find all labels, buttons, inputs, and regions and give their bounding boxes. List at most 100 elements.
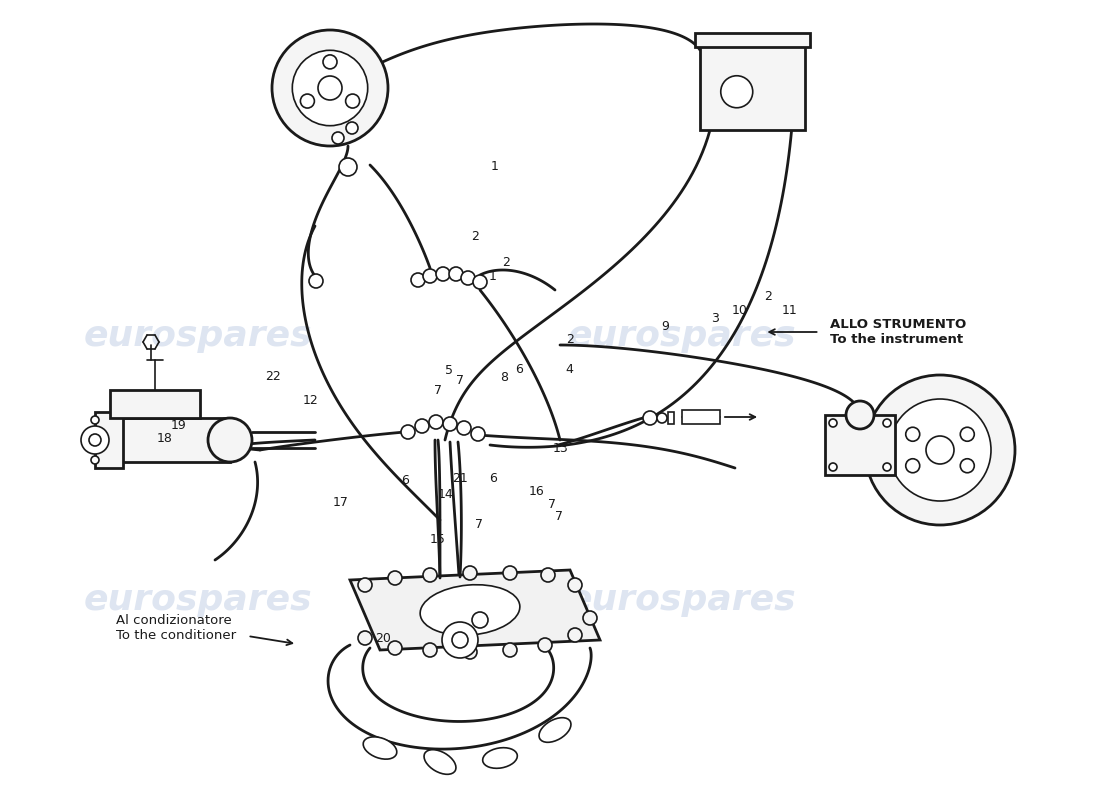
Text: 9: 9 <box>661 320 670 333</box>
Text: 17: 17 <box>333 496 349 509</box>
Circle shape <box>424 269 437 283</box>
Circle shape <box>402 425 415 439</box>
Text: 19: 19 <box>170 419 186 432</box>
Text: 22: 22 <box>265 370 280 382</box>
Text: 12: 12 <box>302 394 318 406</box>
Circle shape <box>829 419 837 427</box>
Text: 14: 14 <box>438 488 453 501</box>
Bar <box>95 412 123 468</box>
Circle shape <box>461 271 475 285</box>
Circle shape <box>429 415 443 429</box>
Circle shape <box>411 273 425 287</box>
Circle shape <box>883 419 891 427</box>
Text: 2: 2 <box>502 256 510 269</box>
Text: ALLO STRUMENTO
To the instrument: ALLO STRUMENTO To the instrument <box>830 318 967 346</box>
Circle shape <box>926 436 954 464</box>
Bar <box>695 33 810 47</box>
Circle shape <box>503 566 517 580</box>
Circle shape <box>473 275 487 289</box>
Circle shape <box>300 94 315 108</box>
Text: 2: 2 <box>565 333 574 346</box>
Circle shape <box>388 641 401 655</box>
Circle shape <box>424 643 437 657</box>
Text: 21: 21 <box>452 472 468 485</box>
Text: 2: 2 <box>763 290 772 302</box>
Text: 6: 6 <box>488 472 497 485</box>
Circle shape <box>346 122 358 134</box>
Text: 7: 7 <box>548 498 557 510</box>
Circle shape <box>81 426 109 454</box>
Circle shape <box>463 566 477 580</box>
Circle shape <box>541 568 556 582</box>
Bar <box>682 410 720 424</box>
Circle shape <box>358 631 372 645</box>
Ellipse shape <box>424 750 456 774</box>
Circle shape <box>452 632 468 648</box>
Circle shape <box>960 458 975 473</box>
Ellipse shape <box>539 718 571 742</box>
Text: 5: 5 <box>444 364 453 377</box>
Text: eurospares: eurospares <box>84 583 312 617</box>
Circle shape <box>208 418 252 462</box>
Ellipse shape <box>420 585 520 635</box>
Circle shape <box>318 76 342 100</box>
Ellipse shape <box>363 737 397 759</box>
Circle shape <box>583 611 597 625</box>
Text: 11: 11 <box>782 304 797 317</box>
Circle shape <box>424 568 437 582</box>
Text: 7: 7 <box>554 510 563 522</box>
Circle shape <box>91 456 99 464</box>
Text: 13: 13 <box>553 442 569 454</box>
Circle shape <box>388 571 401 585</box>
Circle shape <box>89 434 101 446</box>
Text: 2: 2 <box>471 230 480 242</box>
Text: 6: 6 <box>400 474 409 486</box>
Circle shape <box>272 30 388 146</box>
Text: 1: 1 <box>491 160 499 173</box>
Text: eurospares: eurospares <box>84 319 312 353</box>
Circle shape <box>472 612 488 628</box>
Circle shape <box>471 427 485 441</box>
Circle shape <box>463 645 477 659</box>
Circle shape <box>889 399 991 501</box>
Text: 7: 7 <box>455 374 464 387</box>
Text: 1: 1 <box>488 270 497 282</box>
Text: 3: 3 <box>711 312 719 325</box>
Circle shape <box>436 267 450 281</box>
Circle shape <box>332 132 344 144</box>
Circle shape <box>538 638 552 652</box>
Circle shape <box>960 427 975 442</box>
Circle shape <box>503 643 517 657</box>
Circle shape <box>829 463 837 471</box>
Bar <box>120 418 230 462</box>
Circle shape <box>568 578 582 592</box>
Circle shape <box>442 622 478 658</box>
Bar <box>110 390 200 418</box>
Text: 8: 8 <box>499 371 508 384</box>
Bar <box>668 412 674 424</box>
Bar <box>700 45 805 130</box>
Polygon shape <box>350 570 600 650</box>
Circle shape <box>358 578 372 592</box>
Circle shape <box>293 50 367 126</box>
Ellipse shape <box>483 748 517 768</box>
Circle shape <box>449 267 463 281</box>
Text: 7: 7 <box>474 518 483 530</box>
Circle shape <box>456 421 471 435</box>
Text: 4: 4 <box>565 363 574 376</box>
Text: 18: 18 <box>157 432 173 445</box>
Text: 10: 10 <box>732 304 747 317</box>
Text: 6: 6 <box>515 363 524 376</box>
Text: 20: 20 <box>375 632 390 645</box>
Circle shape <box>865 375 1015 525</box>
Text: 7: 7 <box>433 384 442 397</box>
Text: eurospares: eurospares <box>568 583 796 617</box>
Circle shape <box>345 94 360 108</box>
Circle shape <box>644 411 657 425</box>
Text: 15: 15 <box>430 533 446 546</box>
Text: 16: 16 <box>529 485 544 498</box>
Circle shape <box>415 419 429 433</box>
Circle shape <box>323 55 337 69</box>
Circle shape <box>91 416 99 424</box>
Circle shape <box>657 413 667 423</box>
